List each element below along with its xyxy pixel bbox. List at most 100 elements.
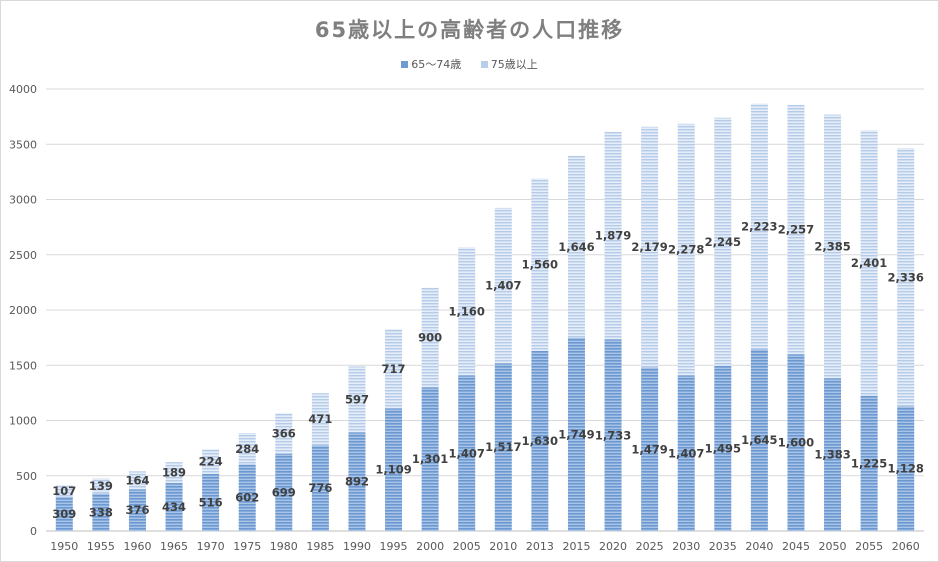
y-tick-label: 2500 [9,249,37,262]
bar-65-74 [275,453,293,531]
data-label-65-74: 602 [235,491,259,505]
bar-75-plus [897,148,915,407]
bar-65-74 [677,375,695,531]
data-label-75-plus: 2,245 [705,235,741,249]
y-tick-label: 500 [16,470,37,483]
data-label-75-plus: 1,879 [595,229,631,243]
data-label-75-plus: 2,257 [778,223,814,237]
data-label-65-74: 1,479 [631,442,667,456]
y-tick-label: 2000 [9,304,37,317]
x-tick-label: 2045 [782,540,810,553]
x-tick-label: 2013 [526,540,554,553]
bar-65-74 [128,489,146,531]
bar-65-74 [92,493,110,531]
chart-title: 65歳以上の高齢者の人口推移 [314,18,625,42]
x-tick-label: 2040 [745,540,773,553]
y-tick-label: 0 [30,525,37,538]
data-label-75-plus: 1,160 [449,304,485,318]
bar-65-74 [714,365,732,531]
y-axis-ticks: 0 500 1000 1500 2000 2500 3000 3500 4000 [9,83,37,538]
x-tick-label: 1965 [160,540,188,553]
bar-75-plus [55,485,73,497]
bar-65-74 [421,387,439,531]
data-label-65-74: 1,301 [412,452,448,466]
bar-75-plus [385,329,403,409]
gridlines [46,88,924,532]
bar-75-plus [421,287,439,388]
bar-65-74 [531,350,549,531]
legend-swatch-75-plus [480,60,488,68]
data-label-75-plus: 2,336 [888,270,924,284]
data-label-65-74: 1,645 [741,433,777,447]
data-label-75-plus: 2,179 [631,240,667,254]
bar-65-74 [641,367,659,531]
legend-label-65-74: 65〜74歳 [411,58,462,71]
data-label-65-74: 516 [199,495,223,509]
data-label-75-plus: 2,278 [668,243,704,257]
x-tick-label: 2055 [855,540,883,553]
bar-75-plus [714,117,732,366]
data-label-65-74: 434 [162,500,186,514]
legend-item-65-74: 65〜74歳 [401,56,461,72]
x-tick-label: 2050 [819,540,847,553]
data-label-65-74: 309 [52,507,76,521]
data-label-75-plus: 597 [345,392,369,406]
data-label-65-74: 1,383 [814,448,850,462]
bar-65-74 [787,354,805,531]
bar-65-74 [458,375,476,531]
data-label-75-plus: 1,407 [485,279,521,293]
bar-65-74 [567,337,585,531]
bar-65-74 [385,408,403,531]
bar-75-plus [824,114,842,379]
data-label-75-plus: 471 [308,412,332,426]
data-label-75-plus: 224 [199,455,223,469]
x-tick-label: 2035 [709,540,737,553]
x-tick-label: 1980 [270,540,298,553]
bar-75-plus [348,366,366,433]
x-tick-label: 2025 [636,540,664,553]
x-tick-label: 1950 [50,540,78,553]
bar-65-74 [165,483,183,531]
data-label-65-74: 776 [308,481,332,495]
legend-item-75-plus: 75歳以上 [480,56,538,72]
data-label-65-74: 1,517 [485,440,521,454]
bar-75-plus [677,123,695,376]
data-label-75-plus: 1,560 [522,258,558,272]
bar-65-74 [202,473,220,531]
x-tick-label: 2030 [672,540,700,553]
bar-75-plus [238,433,256,465]
y-tick-label: 4000 [9,83,37,96]
bar-75-plus [860,130,878,396]
bar-65-74 [750,349,768,531]
bar-75-plus [604,131,622,340]
data-label-75-plus: 2,401 [851,256,887,270]
bar-75-plus [92,478,110,494]
bar-75-plus [128,471,146,490]
data-label-65-74: 1,630 [522,434,558,448]
x-tick-label: 1970 [197,540,225,553]
bar-65-74 [604,339,622,531]
data-label-65-74: 892 [345,475,369,489]
bar-75-plus [494,207,512,364]
bar-65-74 [348,432,366,531]
data-label-65-74: 338 [89,505,113,519]
data-label-75-plus: 900 [418,331,442,345]
data-label-65-74: 1,495 [705,441,741,455]
bar-75-plus [567,155,585,338]
data-label-65-74: 1,128 [888,462,924,476]
data-label-65-74: 699 [272,485,296,499]
data-label-65-74: 1,109 [375,463,411,477]
bar-65-74 [311,445,329,531]
x-tick-label: 2000 [416,540,444,553]
data-label-65-74: 1,407 [668,446,704,460]
data-label-65-74: 1,733 [595,428,631,442]
y-tick-label: 3500 [9,138,37,151]
data-label-75-plus: 366 [272,427,296,441]
bar-65-74 [494,363,512,531]
bar-75-plus [311,393,329,446]
data-labels: 309 107 338 139 376 164 434 189 516 224 602 284 699 3… [52,219,924,521]
bar-75-plus [202,449,220,474]
bar-65-74 [860,395,878,531]
x-tick-label: 1995 [380,540,408,553]
